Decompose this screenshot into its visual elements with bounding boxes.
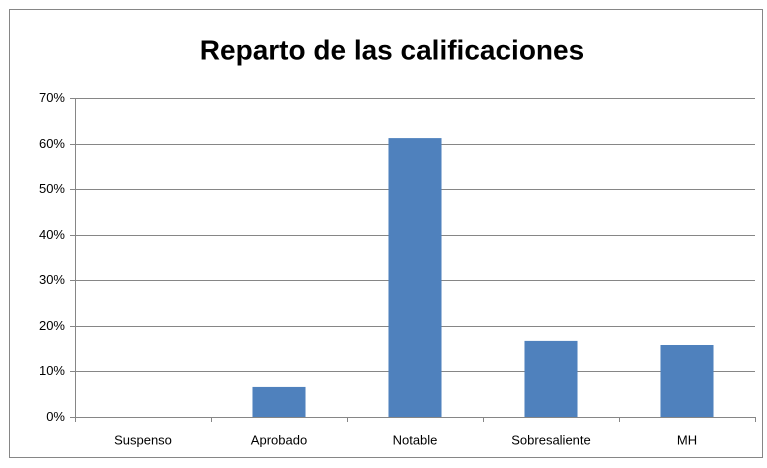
y-tick-label: 60% <box>39 136 65 151</box>
y-tick-label: 50% <box>39 181 65 196</box>
y-tick-label: 10% <box>39 363 65 378</box>
y-tick-label: 20% <box>39 318 65 333</box>
x-tick-label: Aprobado <box>251 432 307 447</box>
y-tick-label: 70% <box>39 90 65 105</box>
y-tick-label: 30% <box>39 272 65 287</box>
bar <box>388 138 442 418</box>
x-tick-label: Sobresaliente <box>511 432 591 447</box>
chart-title: Reparto de las calificaciones <box>200 34 584 65</box>
bar <box>252 386 306 417</box>
x-tick-label: MH <box>677 432 697 447</box>
bar <box>660 344 714 417</box>
y-tick-label: 0% <box>46 409 65 424</box>
y-tick-label: 40% <box>39 227 65 242</box>
x-tick-label: Notable <box>393 432 438 447</box>
x-tick-label: Suspenso <box>114 432 172 447</box>
chart-border <box>9 9 763 458</box>
bar <box>524 340 578 417</box>
